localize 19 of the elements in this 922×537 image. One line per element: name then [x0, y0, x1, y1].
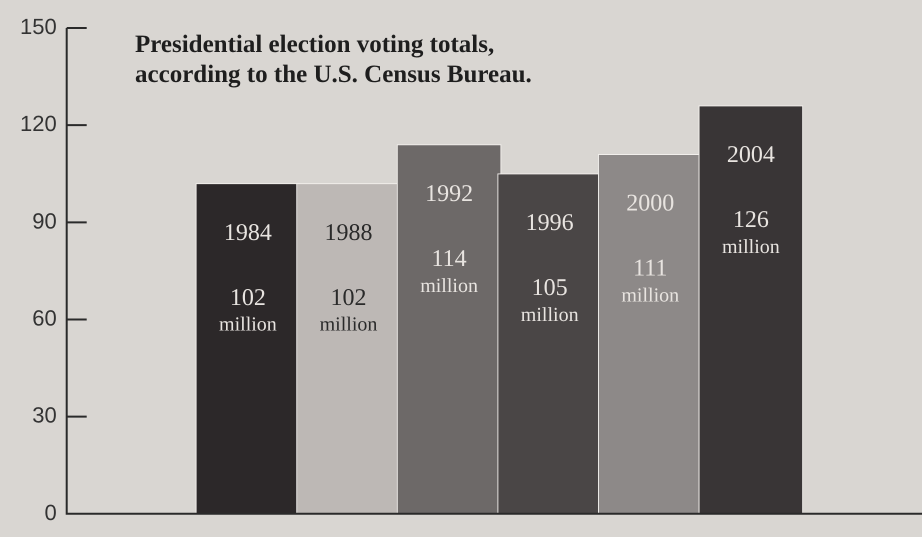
data-label: 126 million	[722, 207, 780, 258]
data-label: 102 million	[320, 284, 378, 336]
data-label: 114 million	[420, 246, 478, 297]
x-tick-label: 1984	[224, 220, 272, 246]
data-label: 111 million	[621, 256, 680, 307]
x-tick-label: 1988	[324, 220, 372, 246]
y-tick-label: 150	[20, 14, 57, 40]
y-tick-label: 90	[32, 208, 57, 234]
data-label: 102 million	[219, 284, 277, 336]
x-tick-label: 1992	[425, 180, 474, 207]
text: Presidential election voting totals, according to the U.S. Census Bureau.	[135, 30, 532, 90]
data-label: 105 million	[520, 275, 579, 326]
x-tick-label: 2000	[626, 190, 674, 217]
y-tick-label: 0	[44, 500, 57, 525]
x-tick-label: 2004	[726, 142, 775, 168]
x-tick-label: 1996	[526, 210, 574, 236]
y-tick-label: 30	[32, 402, 57, 428]
y-tick-label: 60	[32, 306, 57, 331]
y-tick-label: 120	[20, 111, 57, 136]
